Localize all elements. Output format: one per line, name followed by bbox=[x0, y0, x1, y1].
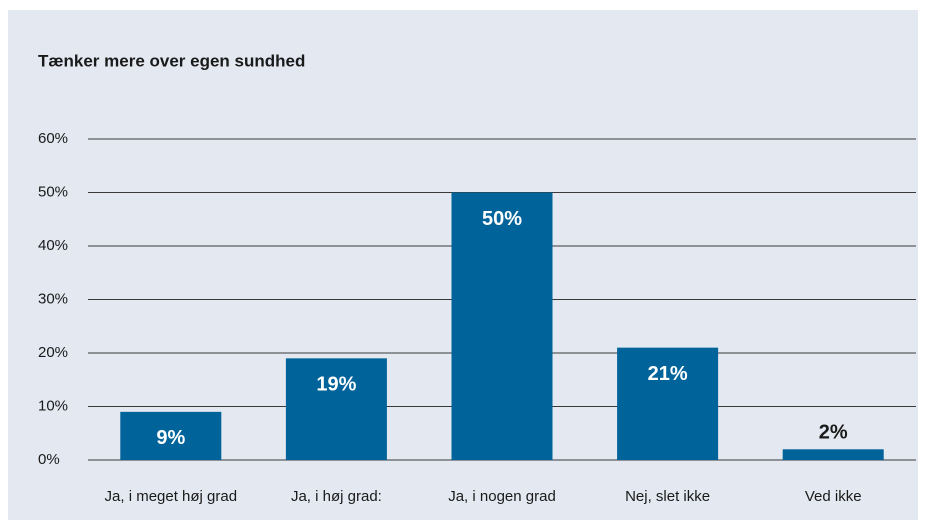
y-tick-label: 30% bbox=[38, 290, 68, 307]
y-tick-label: 10% bbox=[38, 397, 68, 414]
value-label: 19% bbox=[316, 374, 356, 396]
bar bbox=[120, 411, 222, 460]
bar bbox=[285, 358, 387, 460]
y-tick-label: 50% bbox=[38, 183, 68, 200]
x-tick-label: Ja, i nogen grad bbox=[448, 488, 556, 505]
bar bbox=[451, 192, 553, 460]
value-label: 9% bbox=[156, 427, 185, 449]
y-tick-label: 60% bbox=[38, 130, 68, 147]
y-tick-label: 40% bbox=[38, 237, 68, 254]
bar bbox=[782, 449, 884, 460]
y-tick-label: 0% bbox=[38, 451, 60, 468]
chart-title: Tænker mere over egen sundhed bbox=[38, 51, 305, 70]
value-label: 50% bbox=[482, 208, 522, 230]
y-tick-label: 20% bbox=[38, 344, 68, 361]
x-tick-label: Ved ikke bbox=[805, 488, 862, 505]
bar bbox=[617, 347, 719, 460]
value-label: 21% bbox=[648, 363, 688, 385]
value-label: 2% bbox=[819, 422, 848, 444]
x-tick-label: Ja, i høj grad: bbox=[291, 488, 382, 505]
x-tick-label: Ja, i meget høj grad bbox=[105, 488, 238, 505]
x-tick-label: Nej, slet ikke bbox=[625, 488, 710, 505]
